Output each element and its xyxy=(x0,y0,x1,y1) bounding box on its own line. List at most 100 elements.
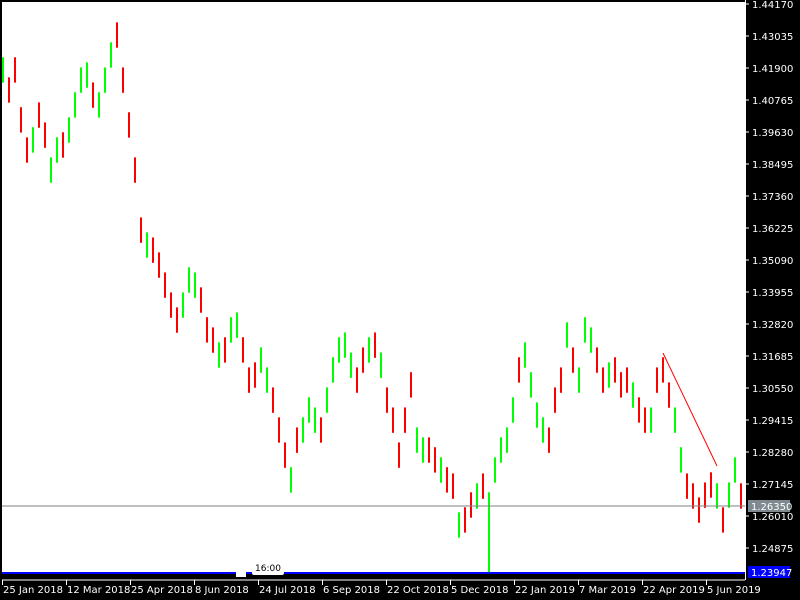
bar-up xyxy=(674,407,676,433)
bar-down xyxy=(152,237,154,263)
bar-down xyxy=(356,367,358,393)
bar-down xyxy=(44,122,46,148)
bar-down xyxy=(398,442,400,468)
bar-up xyxy=(524,342,526,368)
bar-down xyxy=(482,473,484,499)
time-tick-label: 6 Sep 2018 xyxy=(323,585,380,596)
bar-up xyxy=(350,352,352,378)
bar-up xyxy=(56,137,58,163)
bar-up xyxy=(326,387,328,413)
time-tick-label: 22 Oct 2018 xyxy=(387,585,449,596)
bar-down xyxy=(212,327,214,353)
bar-up xyxy=(716,483,718,509)
bar-down xyxy=(686,473,688,499)
bar-up xyxy=(632,382,634,408)
time-marker[interactable]: 16:00 xyxy=(252,563,284,575)
bar-down xyxy=(38,102,40,128)
bar-down xyxy=(374,332,376,358)
bar-down xyxy=(464,507,466,533)
bar-up xyxy=(422,437,424,463)
bar-down xyxy=(116,22,118,48)
bar-down xyxy=(692,483,694,509)
bar-up xyxy=(68,117,70,143)
bar-down xyxy=(8,77,10,103)
price-tick-label: 1.27145 xyxy=(752,480,793,491)
trendline[interactable] xyxy=(662,352,718,467)
bar-up xyxy=(86,62,88,88)
price-tick-label: 1.28280 xyxy=(752,448,793,459)
bar-down xyxy=(272,387,274,413)
bar-up xyxy=(74,92,76,118)
bar-down xyxy=(710,472,712,498)
bar-down xyxy=(254,362,256,388)
time-tick-label: 8 Jun 2018 xyxy=(195,585,249,596)
bar-down xyxy=(656,367,658,393)
bar-down xyxy=(404,407,406,433)
bar-down xyxy=(200,287,202,313)
bar-down xyxy=(548,427,550,453)
bar-up xyxy=(536,402,538,428)
bar-down xyxy=(452,473,454,499)
price-tick-label: 1.35090 xyxy=(752,256,793,267)
time-tick-label: 22 Apr 2019 xyxy=(643,585,705,596)
bar-up xyxy=(338,337,340,363)
bar-down xyxy=(20,107,22,133)
price-tick-label: 1.40765 xyxy=(752,96,793,107)
bar-up xyxy=(302,417,304,443)
bar-up xyxy=(80,67,82,93)
current-price-tag xyxy=(748,500,790,512)
bar-down xyxy=(392,407,394,433)
bar-down xyxy=(242,337,244,363)
price-tick-label: 1.24875 xyxy=(752,544,793,555)
bar-up xyxy=(566,322,568,348)
current-price-label: 1.26350 xyxy=(751,502,792,513)
bar-down xyxy=(638,397,640,423)
bar-down xyxy=(320,417,322,443)
bar-up xyxy=(308,397,310,423)
bar-up xyxy=(488,492,490,573)
bar-down xyxy=(296,427,298,453)
time-tick-label: 7 Mar 2019 xyxy=(579,585,636,596)
bar-down xyxy=(176,307,178,333)
time-tick-label: 12 Mar 2018 xyxy=(67,585,130,596)
bar-up xyxy=(680,447,682,473)
price-tick-label: 1.44170 xyxy=(752,0,793,11)
price-tick-label: 1.38495 xyxy=(752,160,793,171)
price-tick-label: 1.32820 xyxy=(752,320,793,331)
bar-down xyxy=(92,82,94,108)
bar-up xyxy=(218,342,220,368)
bar-up xyxy=(314,407,316,433)
time-tick-label: 25 Jan 2018 xyxy=(3,585,63,596)
bar-up xyxy=(236,312,238,338)
bar-down xyxy=(428,437,430,463)
bar-up xyxy=(32,127,34,153)
bar-down xyxy=(434,447,436,473)
bar-up xyxy=(578,367,580,393)
lower-price-label: 1.23947 xyxy=(751,568,792,579)
bar-down xyxy=(698,497,700,523)
lower-price-tag xyxy=(748,566,790,578)
bar-up xyxy=(98,92,100,118)
scroll-marker[interactable] xyxy=(236,571,246,577)
bar-up xyxy=(380,352,382,378)
bar-down xyxy=(518,357,520,383)
bar-up xyxy=(104,67,106,93)
bar-up xyxy=(728,482,730,508)
bar-up xyxy=(500,437,502,463)
bar-up xyxy=(50,157,52,183)
bar-down xyxy=(164,272,166,298)
bar-down xyxy=(560,367,562,393)
bar-up xyxy=(110,42,112,68)
price-tick-label: 1.33955 xyxy=(752,288,793,299)
bar-up xyxy=(542,417,544,443)
bar-up xyxy=(290,467,292,493)
bar-up xyxy=(650,407,652,433)
bar-down xyxy=(128,112,130,138)
bar-up xyxy=(368,337,370,363)
bar-down xyxy=(614,357,616,383)
bar-up xyxy=(590,327,592,353)
bar-down xyxy=(278,417,280,443)
time-tick-label: 24 Jul 2018 xyxy=(259,585,316,596)
bar-up xyxy=(416,427,418,453)
